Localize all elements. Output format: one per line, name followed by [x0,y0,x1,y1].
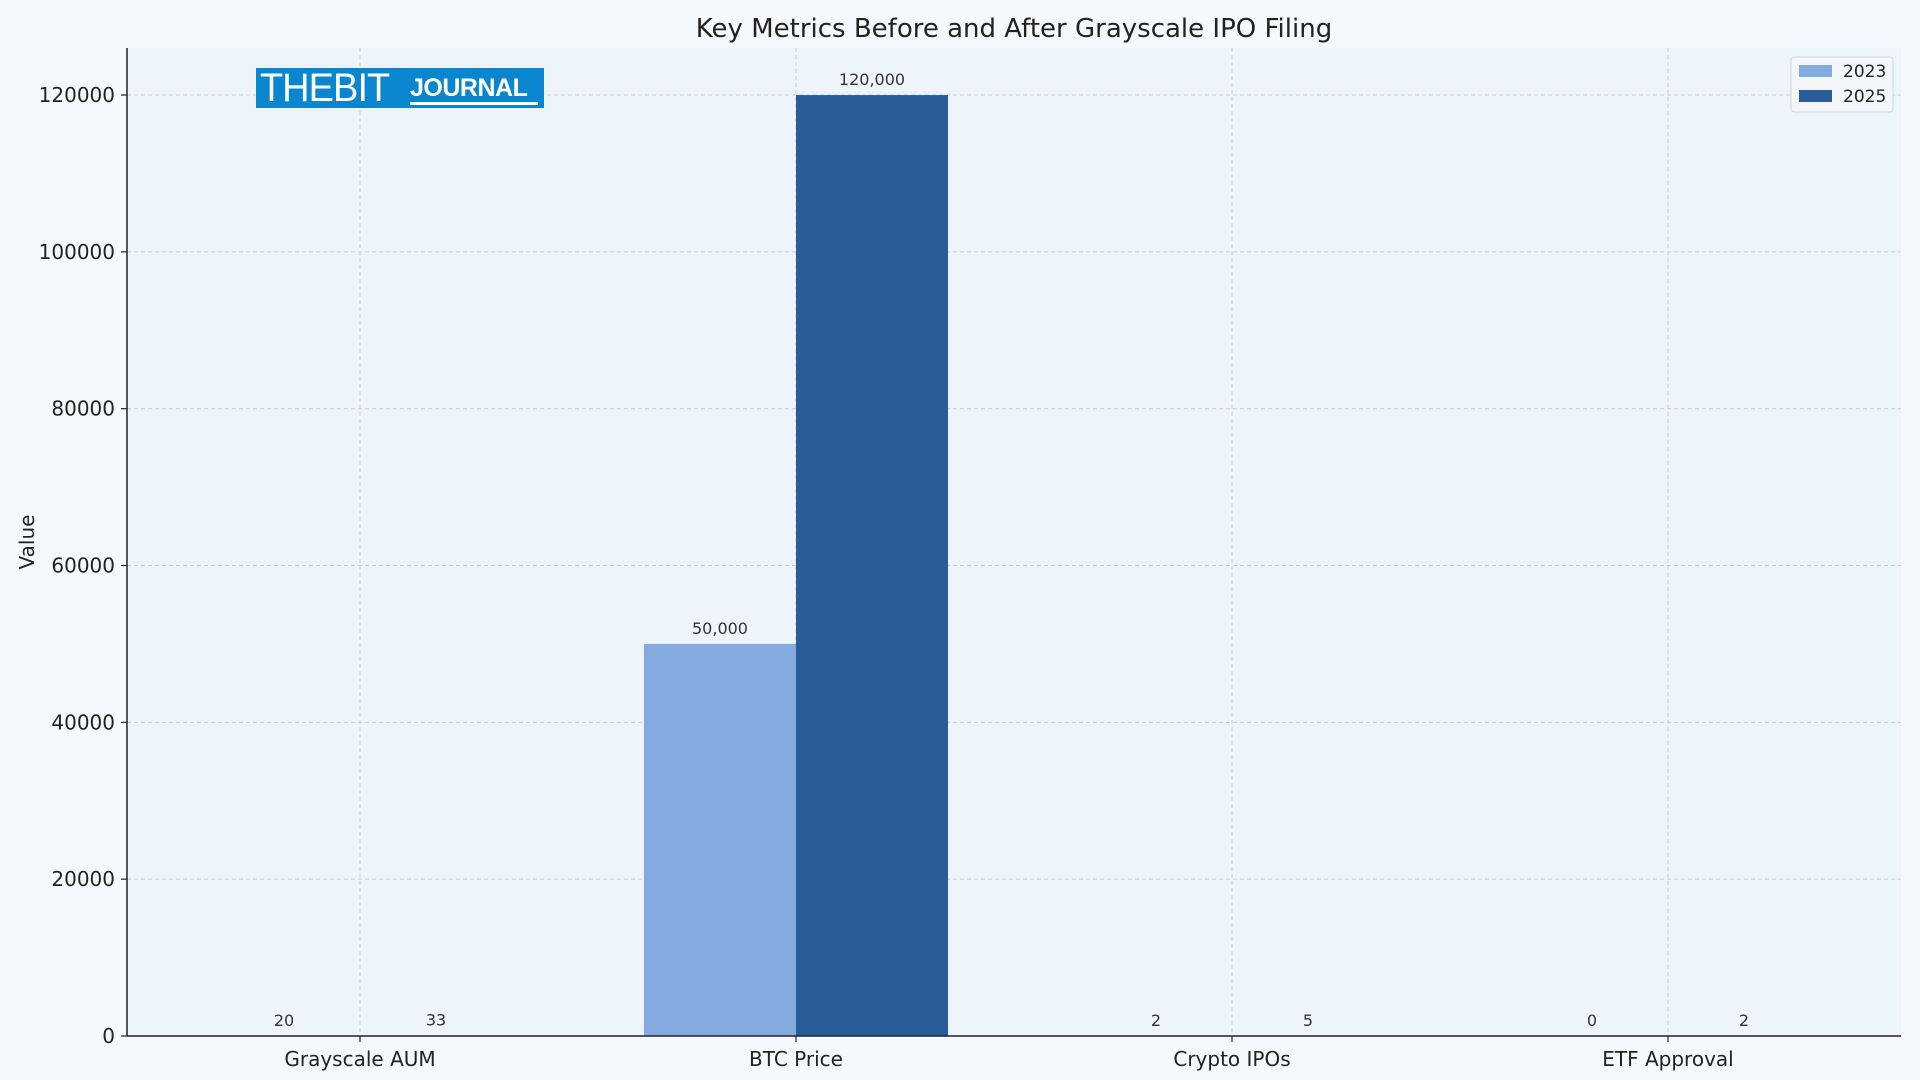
x-tick-label: Crypto IPOs [1173,1047,1290,1071]
bar-data-label: 33 [426,1011,446,1030]
legend-swatch-2023 [1799,65,1832,77]
bar-data-label: 120,000 [839,70,905,89]
bar-data-label: 5 [1303,1011,1313,1030]
y-axis-label: Value [15,515,39,570]
bar-data-label: 2 [1739,1011,1749,1030]
thebit-journal-logo: THEBIT JOURNAL [256,68,544,108]
bar-data-label: 2 [1151,1011,1161,1030]
plot-area [127,48,1901,1036]
bar-data-label: 20 [274,1011,294,1030]
bar-2025-btc-price [796,95,948,1037]
x-tick-label: ETF Approval [1602,1047,1733,1071]
y-tick-label: 60000 [51,554,115,578]
legend-label-2023: 2023 [1843,62,1886,82]
y-tick-label: 80000 [51,397,115,421]
y-tick-label: 20000 [51,867,115,891]
bar-data-label: 0 [1587,1011,1597,1030]
legend-label-2025: 2025 [1843,87,1886,107]
x-tick-label: BTC Price [749,1047,843,1071]
y-tick-label: 120000 [39,83,115,107]
legend-swatch-2025 [1799,90,1832,102]
y-tick-label: 0 [102,1024,115,1048]
x-tick-label: Grayscale AUM [284,1047,435,1071]
chart-title: Key Metrics Before and After Grayscale I… [696,14,1332,44]
bar-data-label: 50,000 [692,619,748,638]
logo-text-secondary: JOURNAL [410,74,538,105]
y-tick-label: 40000 [51,710,115,734]
bar-2023-btc-price [644,643,796,1036]
y-tick-label: 100000 [39,240,115,264]
logo-text-primary: THEBIT [259,68,390,108]
